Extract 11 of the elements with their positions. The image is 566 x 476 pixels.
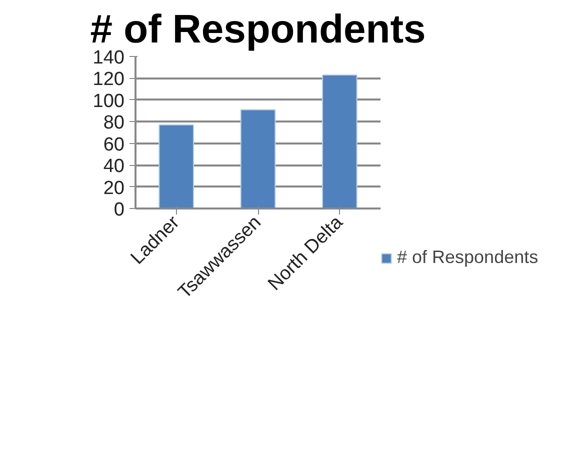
y-tick-label: 60 xyxy=(103,134,125,156)
y-tick-label: 120 xyxy=(92,69,124,90)
y-tick-label: 40 xyxy=(103,156,125,178)
bar xyxy=(158,124,194,208)
legend-label: # of Respondents xyxy=(397,247,538,268)
bar xyxy=(322,74,358,208)
y-tick-label: 100 xyxy=(92,90,124,112)
bar xyxy=(240,109,276,208)
y-tick-label: 80 xyxy=(103,112,125,134)
y-tick-label: 20 xyxy=(103,178,125,199)
y-tick-label: 0 xyxy=(114,200,125,220)
